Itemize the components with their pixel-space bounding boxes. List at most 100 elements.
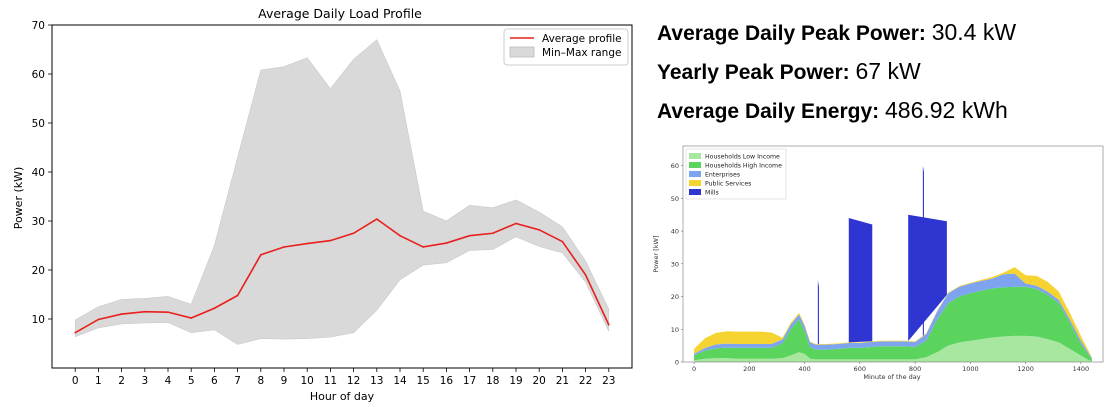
x-tick-label: 20: [533, 375, 546, 387]
mini-plot-frame: [682, 145, 1104, 363]
x-tick-label: 19: [509, 375, 522, 387]
y-tick-label: 50: [32, 118, 45, 130]
average-profile-point: [120, 313, 123, 315]
mini-x-tick-label: 400: [798, 365, 810, 373]
stat-label: Average Daily Peak Power:: [657, 22, 926, 45]
area-mills-burst: [908, 214, 947, 341]
average-profile-point: [167, 311, 169, 313]
average-profile-point: [492, 232, 494, 235]
mini-y-tick-label: 40: [671, 228, 679, 236]
x-tick-label: 18: [486, 375, 499, 387]
x-tick-label: 0: [72, 375, 79, 387]
average-profile-point: [561, 240, 564, 243]
average-profile-point: [236, 294, 239, 297]
mini-y-tick-label: 20: [671, 293, 679, 301]
mini-x-tick-label: 200: [743, 365, 755, 373]
x-tick-label: 6: [211, 375, 218, 387]
mini-x-tick-label: 1200: [1017, 365, 1034, 373]
average-profile-point: [97, 318, 100, 321]
stat-value: 30.4 kW: [931, 19, 1017, 45]
average-profile-point: [329, 239, 332, 242]
average-profile-point: [306, 242, 309, 245]
stat-label: Average Daily Energy:: [657, 100, 880, 123]
mini-x-tick-label: 600: [854, 365, 866, 373]
min-max-range-band: [74, 39, 610, 345]
x-tick-label: 2: [118, 375, 125, 387]
y-tick-label: 70: [32, 20, 45, 32]
x-tick-label: 12: [347, 375, 360, 387]
average-profile-point: [445, 242, 448, 244]
mini-y-tick-label: 10: [671, 326, 679, 334]
mini-legend-swatch: [689, 153, 701, 159]
x-tick-label: 3: [141, 375, 148, 387]
stat-average-daily-peak-power: Average Daily Peak Power: 30.4 kW: [657, 18, 1107, 48]
load-by-category-stacked-area-chart: 0 200 400 600 800 1000 1200 1400 0 10 20 30 40 50 60 M…: [650, 138, 1110, 388]
y-tick-label: 40: [32, 167, 45, 179]
x-tick-label: 14: [393, 375, 407, 387]
x-tick-label: 23: [602, 375, 615, 387]
legend-label-average-profile: Average profile: [542, 33, 622, 45]
average-profile-point: [608, 324, 610, 326]
x-tick-label: 4: [165, 375, 172, 387]
x-tick-label: 10: [301, 375, 314, 387]
average-profile-point: [213, 307, 216, 310]
stat-label: Yearly Peak Power:: [657, 61, 850, 84]
mini-y-tick-label: 30: [671, 260, 679, 268]
area-mills-burst: [817, 280, 819, 344]
area-households-high-income: [694, 286, 1092, 362]
mini-legend-frame: [685, 148, 787, 200]
plot-frame: [51, 24, 633, 369]
average-daily-load-profile-chart: Average Daily Load Profile 0 1 2 3 4 5 6 7 8 9 10 1…: [12, 6, 633, 403]
average-profile-point: [399, 234, 401, 237]
x-axis-label: Hour of day: [310, 390, 375, 403]
mini-legend-label: Households Low Income: [705, 154, 780, 161]
mini-y-tick-label: 60: [671, 162, 679, 170]
average-profile-line: [74, 218, 610, 334]
average-profile-point: [74, 331, 76, 334]
average-profile-point: [538, 229, 540, 231]
area-enterprises: [694, 273, 1092, 360]
average-profile-point: [283, 246, 285, 248]
mini-legend-swatch: [689, 162, 701, 168]
average-profile-point: [144, 310, 146, 313]
area-households-low-income: [694, 335, 1092, 362]
mini-x-axis-label: Minute of the day: [863, 373, 920, 381]
area-mills-burst: [922, 165, 924, 336]
legend: Average profile Min–Max range: [503, 28, 629, 66]
x-tick-label: 16: [440, 375, 454, 387]
y-axis-label: Power (kW): [12, 167, 25, 230]
average-profile-point: [352, 232, 355, 235]
mini-x-tick-label: 1400: [1073, 365, 1090, 373]
mini-x-tick-label: 800: [909, 365, 921, 373]
y-tick-label: 30: [32, 216, 45, 228]
average-profile-point: [260, 254, 262, 256]
mini-x-tick-label: 1000: [962, 365, 979, 373]
mini-legend-swatch: [689, 189, 701, 195]
x-tick-label: 13: [370, 375, 383, 387]
summary-stats: Average Daily Peak Power: 30.4 kW Yearly…: [657, 18, 1107, 135]
average-profile-point: [422, 246, 425, 248]
stat-value: 486.92 kWh: [885, 97, 1008, 123]
mini-legend-swatch: [689, 180, 701, 186]
chart-title: Average Daily Load Profile: [258, 6, 422, 21]
mini-y-axis-label: Power [kW]: [652, 236, 660, 273]
mini-legend-label: Enterprises: [705, 172, 740, 179]
x-tick-label: 1: [95, 375, 102, 387]
x-tick-label: 8: [257, 375, 264, 387]
stat-value: 67 kW: [855, 58, 921, 84]
mini-x-tick-label: 0: [692, 365, 696, 373]
x-tick-label: 21: [556, 375, 569, 387]
mini-y-tick-label: 50: [671, 195, 679, 203]
x-tick-label: 15: [417, 375, 430, 387]
y-tick-label: 60: [32, 69, 45, 81]
average-profile-point: [190, 317, 192, 319]
stat-average-daily-energy: Average Daily Energy: 486.92 kWh: [657, 96, 1107, 126]
x-tick-label: 7: [234, 375, 241, 387]
y-tick-label: 20: [32, 265, 45, 277]
average-profile-point: [376, 218, 378, 220]
x-tick-label: 22: [579, 375, 592, 387]
area-mills-burst: [848, 218, 873, 343]
legend-frame: [503, 28, 629, 66]
legend-label-min-max-range: Min–Max range: [542, 47, 621, 59]
y-tick-label: 10: [32, 314, 45, 326]
